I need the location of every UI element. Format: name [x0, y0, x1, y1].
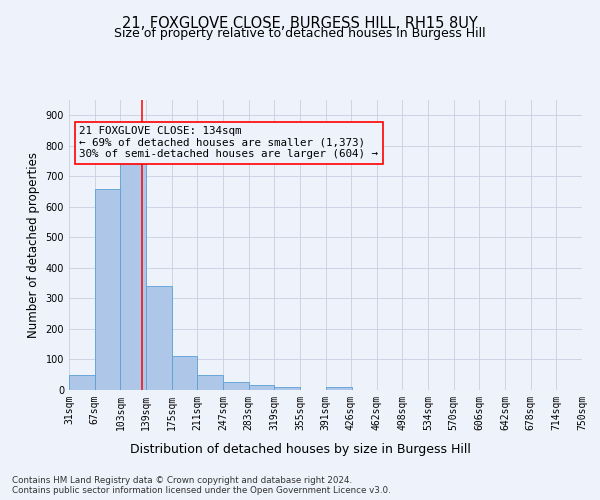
Text: Distribution of detached houses by size in Burgess Hill: Distribution of detached houses by size …	[130, 442, 470, 456]
Bar	[172, 356, 197, 390]
Bar	[223, 382, 249, 390]
Bar	[197, 374, 223, 390]
Bar	[69, 374, 95, 390]
Text: Size of property relative to detached houses in Burgess Hill: Size of property relative to detached ho…	[114, 28, 486, 40]
Text: 21 FOXGLOVE CLOSE: 134sqm
← 69% of detached houses are smaller (1,373)
30% of se: 21 FOXGLOVE CLOSE: 134sqm ← 69% of detac…	[79, 126, 378, 160]
Bar	[249, 386, 274, 390]
Text: Contains HM Land Registry data © Crown copyright and database right 2024.
Contai: Contains HM Land Registry data © Crown c…	[12, 476, 391, 495]
Y-axis label: Number of detached properties: Number of detached properties	[27, 152, 40, 338]
Text: 21, FOXGLOVE CLOSE, BURGESS HILL, RH15 8UY: 21, FOXGLOVE CLOSE, BURGESS HILL, RH15 8…	[122, 16, 478, 31]
Bar	[95, 188, 121, 390]
Bar	[326, 387, 352, 390]
Bar	[274, 387, 300, 390]
Bar	[146, 286, 172, 390]
Bar	[121, 161, 146, 390]
